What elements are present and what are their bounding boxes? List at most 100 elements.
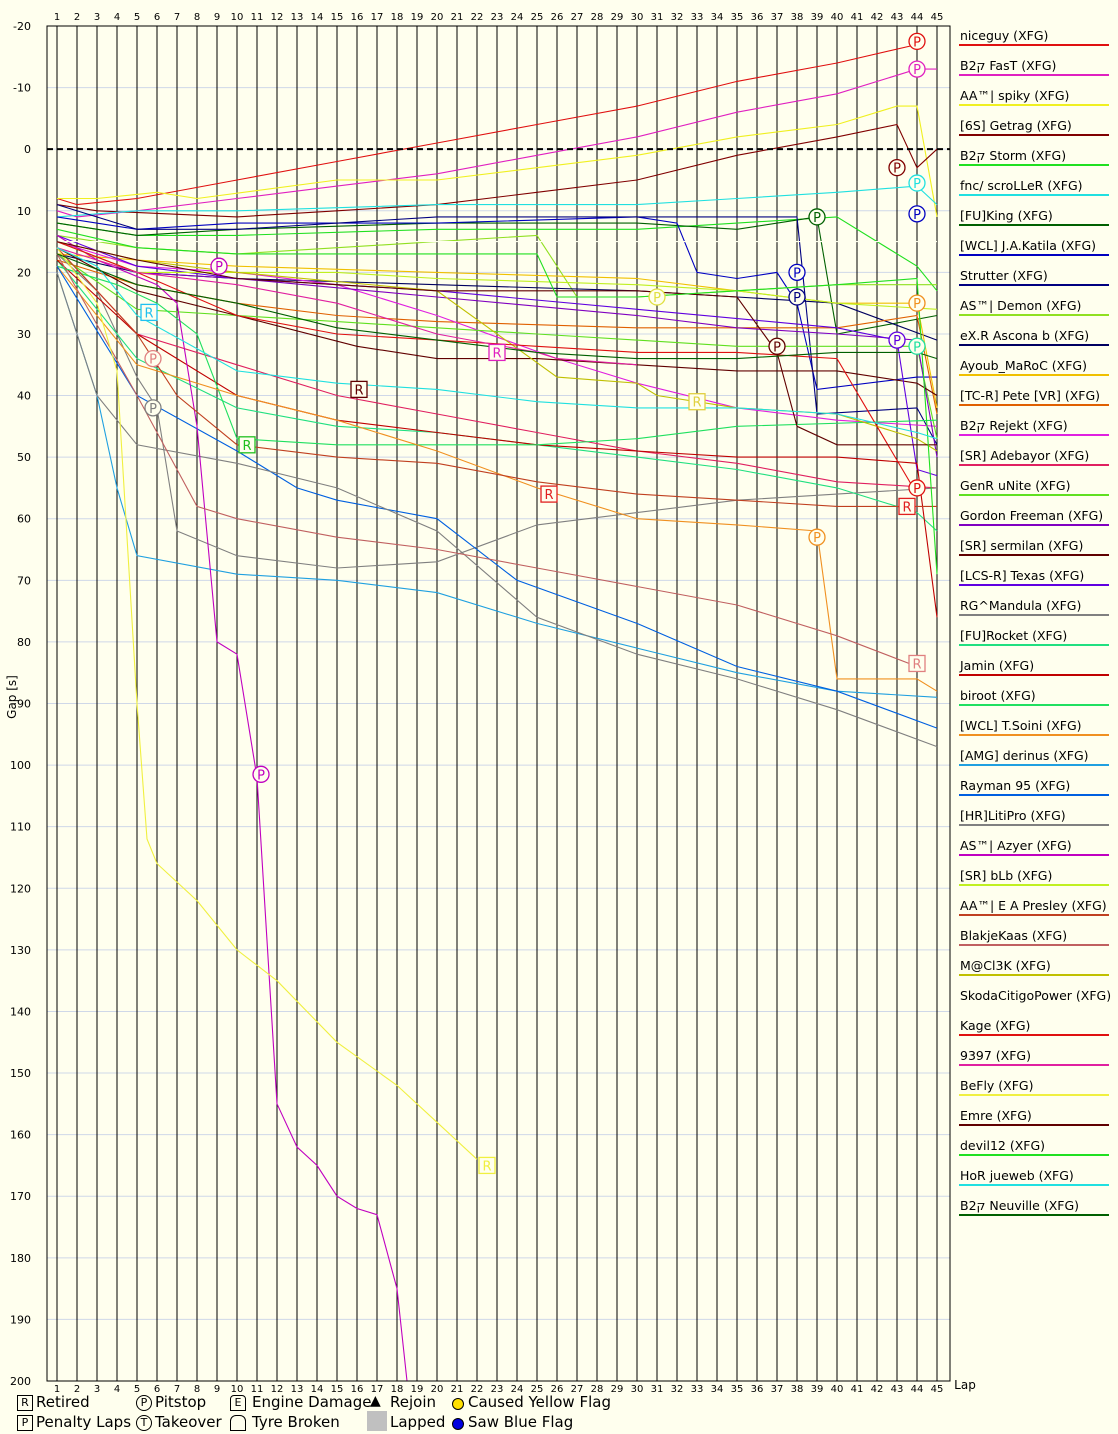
legend-entry-swatch [959,74,1109,76]
tyre-broken-icon [230,1415,246,1431]
legend-entry-name: eX.R Ascona b (XFG) [960,328,1090,343]
marker-label: R [492,346,501,361]
rejoin-icon: ▲ [370,1393,381,1409]
legend-entry-swatch [959,704,1109,706]
x-tick-label-top: 36 [751,12,764,23]
x-tick-label-top: 25 [531,12,544,23]
legend-entry-name: B2ק Rejekt (XFG) [960,418,1068,433]
x-tick-label-top: 41 [851,12,864,23]
legend-entry-swatch [959,794,1109,796]
series-line [56,253,938,439]
series-line [57,105,938,217]
legend-entry-swatch [959,554,1109,556]
x-tick-label-top: 7 [174,12,180,23]
x-tick-label-bottom: 43 [891,1384,904,1395]
retired-marker [540,485,558,503]
blue-flag-icon [452,1418,464,1430]
y-tick-label: 180 [10,1252,31,1265]
marker-label: P [149,353,157,368]
y-axis-label: Gap [s] [5,675,19,719]
legend-entry-name: [WCL] T.Soini (XFG) [960,718,1082,733]
series-line [56,241,937,446]
y-tick-label: 10 [17,205,31,218]
x-tick-label-top: 1 [54,12,60,23]
legend-entry-swatch [959,584,1109,586]
legend-entry-name: B2ק FasT (XFG) [960,58,1057,73]
x-tick-label-top: 6 [154,12,160,23]
x-tick-label-top: 26 [551,12,564,23]
series-line [56,247,937,507]
legend-entry-name: Gordon Freeman (XFG) [960,508,1104,523]
marker-label: P [257,768,265,783]
x-tick-label-top: 30 [631,12,644,23]
y-tick-label: 90 [17,698,31,711]
x-tick-label-top: 3 [94,12,100,23]
legend-entry-name: 9397 (XFG) [960,1048,1031,1063]
x-tick-label-bottom: 8 [194,1384,200,1395]
retired-marker [688,393,706,411]
x-tick-label-bottom: 44 [911,1384,924,1395]
key-takeover: Takeover [155,1413,222,1431]
legend-entry-swatch [959,854,1109,856]
marker-label: P [215,260,223,275]
x-tick-label-top: 45 [931,12,944,23]
x-tick-label-bottom: 18 [391,1384,404,1395]
series-line [56,265,938,729]
series-line [56,43,918,206]
lapped-swatch [367,1411,387,1431]
legend-entry-swatch [959,164,1109,166]
x-tick-label-top: 19 [411,12,424,23]
marker-label: R [912,657,921,672]
marker-label: P [773,340,781,355]
legend-entry-name: Jamin (XFG) [960,658,1035,673]
marker-label: P [813,211,821,226]
series-line [56,247,478,1160]
series-line [56,234,408,1382]
yellow-flag-icon [452,1398,464,1410]
x-tick-label-bottom: 9 [214,1384,220,1395]
x-tick-label-bottom: 11 [251,1384,264,1395]
x-tick-label-bottom: 21 [451,1384,464,1395]
takeover-icon: T [136,1415,152,1431]
legend-entry-name: HoR jueweb (XFG) [960,1168,1074,1183]
chart-series [56,43,938,1382]
x-tick-label-bottom: 45 [931,1384,944,1395]
series-line [56,234,938,477]
series-line [56,204,938,446]
marker-label: R [482,1159,491,1174]
series-line [56,241,938,452]
legend-entry-name: niceguy (XFG) [960,28,1049,43]
key-engine-damage: Engine Damage [252,1393,372,1411]
legend-entry-name: AS™| Demon (XFG) [960,298,1082,313]
pitstop-marker [888,159,906,177]
key-rejoin: Rejoin [390,1393,436,1411]
marker-label: R [242,439,251,454]
x-tick-label-bottom: 13 [291,1384,304,1395]
y-tick-label: 140 [10,1005,31,1018]
series-line [56,216,938,335]
pitstop-marker [908,60,926,78]
legend-entry-name: [WCL] J.A.Katila (XFG) [960,238,1097,253]
series-line [56,253,938,409]
y-tick-label: 120 [10,882,31,895]
legend-entry-swatch [959,1064,1109,1066]
legend-entry-swatch [959,284,1109,286]
x-tick-label-bottom: 12 [271,1384,284,1395]
x-tick-label-top: 33 [691,12,704,23]
legend-entry-swatch [959,644,1109,646]
pitstop-marker [788,263,806,282]
series-line [56,216,937,391]
x-tick-label-bottom: 26 [551,1384,564,1395]
x-tick-label-top: 31 [651,12,664,23]
legend-entry-swatch [959,524,1109,526]
x-tick-label-bottom: 41 [851,1384,864,1395]
marker-label: P [913,297,921,312]
x-tick-label-bottom: 4 [114,1384,120,1395]
x-tick-label-bottom: 6 [154,1384,160,1395]
marker-label: P [149,402,157,417]
pitstop-marker [252,765,270,783]
x-tick-label-top: 11 [251,12,264,23]
series-line [56,247,638,366]
x-tick-label-bottom: 5 [134,1384,140,1395]
